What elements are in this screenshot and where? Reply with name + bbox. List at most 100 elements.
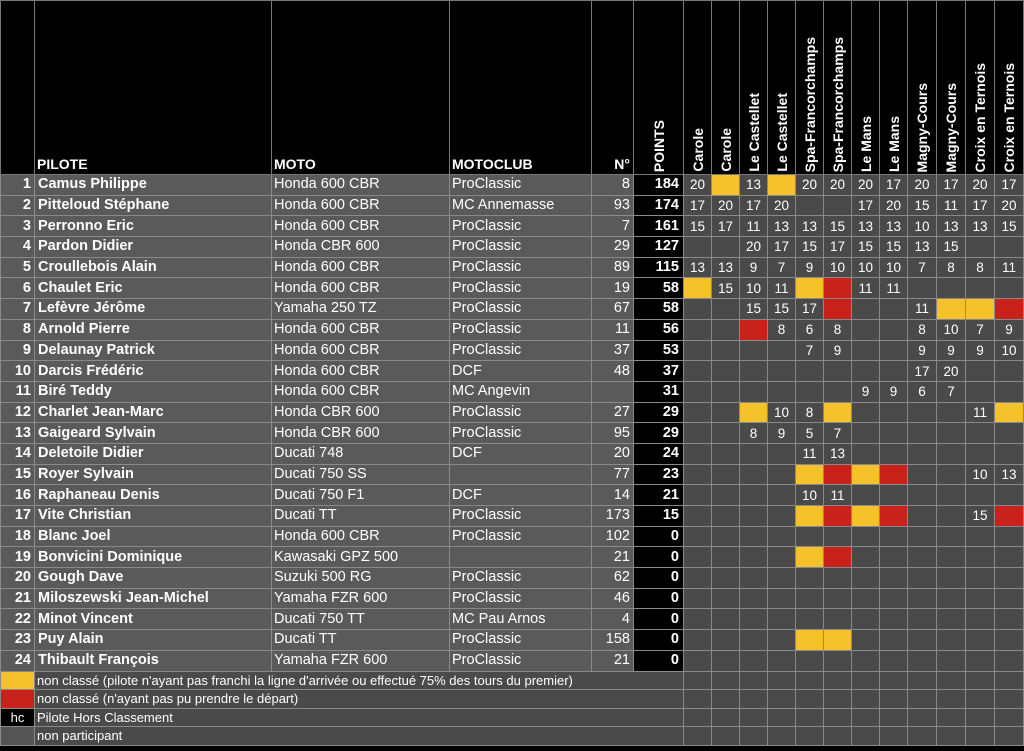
club-cell: ProClassic xyxy=(449,256,592,279)
rank-cell: 21 xyxy=(0,587,35,610)
result-cell xyxy=(767,463,796,486)
result-cell xyxy=(711,401,740,424)
number-cell xyxy=(591,380,634,403)
table-row: 12 Charlet Jean-Marc Honda CBR 600 ProClass… xyxy=(0,401,1024,424)
result-cell xyxy=(823,505,852,527)
legend-filler-cell xyxy=(965,670,995,690)
number-cell: 21 xyxy=(591,546,634,569)
result-cell: 10 xyxy=(823,256,852,279)
result-cell xyxy=(879,339,908,362)
legend-filler-cell xyxy=(823,670,852,690)
moto-cell: Honda 600 CBR xyxy=(271,318,450,341)
result-cell xyxy=(851,608,880,631)
legend-filler-cell xyxy=(711,707,740,727)
result-cell: 10 xyxy=(879,256,908,279)
result-cell: 9 xyxy=(795,256,824,279)
legend-filler-cell xyxy=(879,689,908,709)
result-cell: 7 xyxy=(823,422,852,444)
pilot-cell: Arnold Pierre xyxy=(34,318,272,341)
points-cell: 0 xyxy=(633,649,684,672)
result-cell: 17 xyxy=(767,236,796,258)
result-cell: 9 xyxy=(823,339,852,362)
legend-filler-cell xyxy=(907,670,937,690)
result-cell xyxy=(879,298,908,320)
legend-row: non participant xyxy=(0,726,1024,746)
table-row: 10 Darcis Frédéric Honda 600 CBR DCF 48 37 17 2… xyxy=(0,360,1024,382)
number-cell: 77 xyxy=(591,463,634,486)
pilot-cell: Chaulet Eric xyxy=(34,277,272,300)
result-cell: 11 xyxy=(851,277,880,300)
result-cell xyxy=(711,525,740,548)
result-cell xyxy=(994,546,1024,569)
result-cell xyxy=(907,463,937,486)
result-cell: 20 xyxy=(879,194,908,217)
pilot-cell: Minot Vincent xyxy=(34,608,272,631)
legend-swatch xyxy=(0,670,35,690)
legend-filler-cell xyxy=(879,707,908,727)
result-cell xyxy=(739,318,768,341)
legend-filler-cell xyxy=(767,726,796,746)
table-row: 23 Puy Alain Ducati TT ProClassic 158 0 xyxy=(0,629,1024,651)
result-cell: 6 xyxy=(907,380,937,403)
result-cell: 13 xyxy=(965,215,995,238)
table-row: 9 Delaunay Patrick Honda 600 CBR ProClassic… xyxy=(0,339,1024,362)
result-cell: 9 xyxy=(851,380,880,403)
result-cell xyxy=(879,629,908,651)
result-cell xyxy=(907,401,937,424)
result-cell xyxy=(683,546,712,569)
number-cell: 173 xyxy=(591,505,634,527)
result-cell: 6 xyxy=(795,318,824,341)
moto-cell: Honda 600 CBR xyxy=(271,174,450,196)
result-cell xyxy=(994,525,1024,548)
legend-filler-cell xyxy=(851,670,880,690)
pilot-cell: Deletoile Didier xyxy=(34,442,272,465)
club-cell: ProClassic xyxy=(449,339,592,362)
pilot-cell: Camus Philippe xyxy=(34,174,272,196)
legend-filler-cell xyxy=(965,707,995,727)
result-cell xyxy=(879,463,908,486)
number-cell: 158 xyxy=(591,629,634,651)
result-cell xyxy=(994,567,1024,589)
race-header-9: Magny-Cours xyxy=(907,0,937,175)
result-cell xyxy=(936,422,966,444)
club-cell xyxy=(449,546,592,569)
result-cell xyxy=(683,442,712,465)
result-cell xyxy=(994,484,1024,506)
pilot-cell: Royer Sylvain xyxy=(34,463,272,486)
result-cell xyxy=(907,277,937,300)
result-cell xyxy=(907,442,937,465)
pilot-cell: Bonvicini Dominique xyxy=(34,546,272,569)
result-cell: 17 xyxy=(795,298,824,320)
rank-cell: 3 xyxy=(0,215,35,238)
result-cell xyxy=(711,629,740,651)
legend-filler-cell xyxy=(879,670,908,690)
result-cell xyxy=(683,339,712,362)
result-cell: 9 xyxy=(879,380,908,403)
result-cell xyxy=(767,649,796,672)
number-cell: 62 xyxy=(591,567,634,589)
legend-filler-cell xyxy=(965,689,995,709)
result-cell xyxy=(739,380,768,403)
pilot-cell: Lefèvre Jérôme xyxy=(34,298,272,320)
result-cell xyxy=(879,505,908,527)
result-cell xyxy=(795,194,824,217)
race-header-7: Le Mans xyxy=(851,0,880,175)
legend-filler-cell xyxy=(936,689,966,709)
result-cell xyxy=(907,608,937,631)
legend-filler-cell xyxy=(683,670,712,690)
pilot-cell: Pardon Didier xyxy=(34,236,272,258)
result-cell xyxy=(767,380,796,403)
result-cell: 10 xyxy=(851,256,880,279)
result-cell xyxy=(823,298,852,320)
result-cell xyxy=(936,484,966,506)
result-cell: 20 xyxy=(795,174,824,196)
result-cell xyxy=(907,567,937,589)
result-cell xyxy=(683,525,712,548)
result-cell xyxy=(994,442,1024,465)
result-cell: 8 xyxy=(907,318,937,341)
result-cell xyxy=(851,339,880,362)
result-cell xyxy=(683,318,712,341)
result-cell: 11 xyxy=(907,298,937,320)
number-cell: 89 xyxy=(591,256,634,279)
club-cell: ProClassic xyxy=(449,298,592,320)
